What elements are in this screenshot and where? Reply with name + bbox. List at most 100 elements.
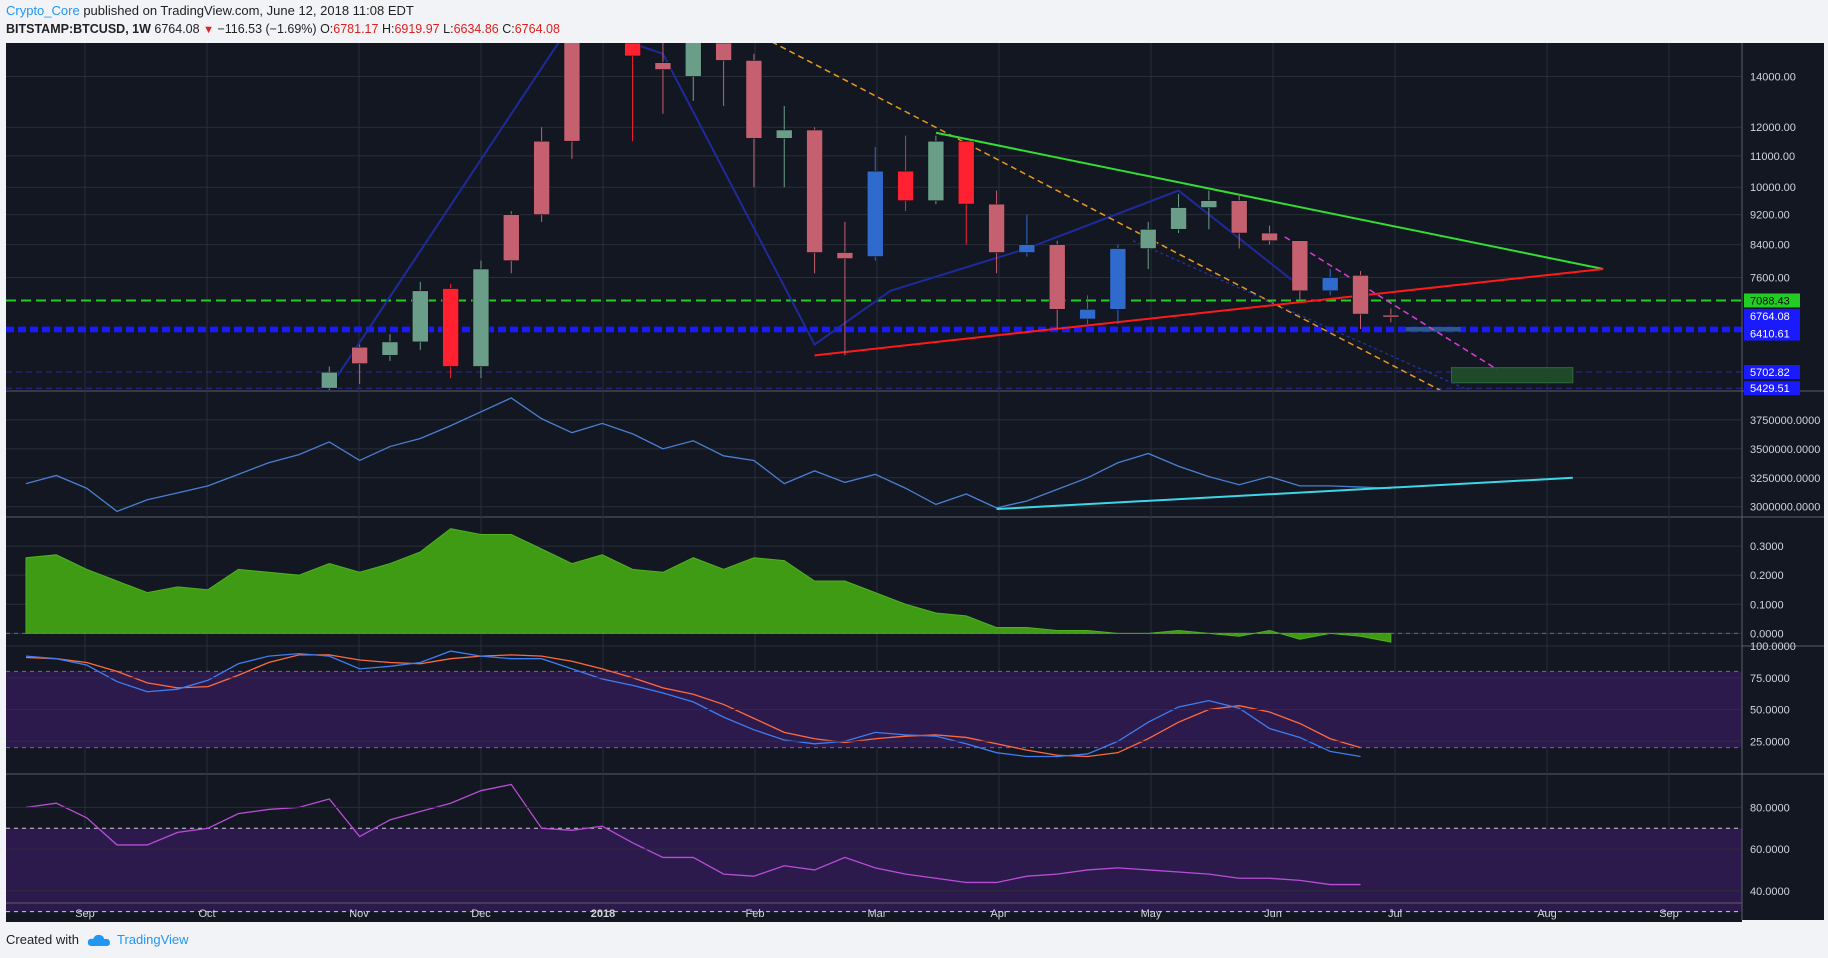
- high-label: H:: [381, 22, 395, 36]
- price-change: −116.53 (−1.69%): [217, 22, 317, 36]
- candle-body: [806, 129, 823, 253]
- candle-body: [897, 170, 914, 201]
- candle-body: [927, 140, 945, 201]
- rsi-zone: [6, 828, 1742, 912]
- candle-body: [988, 203, 1005, 253]
- candle-body: [533, 140, 550, 215]
- tradingview-cloud-icon: [87, 934, 110, 946]
- price-pane: [6, 43, 1742, 390]
- indicator-tick-label: 80.0000: [1750, 802, 1790, 814]
- indicator-tick-label: 3000000.0000: [1750, 502, 1820, 514]
- tradingview-link[interactable]: TradingView: [116, 932, 189, 947]
- close-label: C:: [502, 22, 515, 36]
- price-tick-label: 11000.00: [1750, 151, 1795, 163]
- time-tick-label: Mar: [868, 908, 887, 920]
- indicator-tick-label: 3250000.0000: [1750, 473, 1820, 485]
- candle-body: [1200, 200, 1218, 208]
- descending-trend-dashed: [1284, 236, 1498, 370]
- ohlc-legend: BITSTAMP:BTCUSD, 1W 6764.08 ▼ −116.53 (−…: [6, 22, 560, 36]
- indicator-tick-label: 3750000.0000: [1750, 415, 1820, 427]
- price-tick-label: 7600.00: [1750, 273, 1790, 285]
- candle-body: [715, 43, 732, 61]
- indicator-tick-label: 40.0000: [1750, 886, 1790, 898]
- indicator-tick-label: 75.0000: [1750, 673, 1790, 685]
- candle-body: [442, 288, 459, 367]
- indicator-tick-label: 0.1000: [1750, 599, 1784, 611]
- low-label: L:: [443, 22, 454, 36]
- descending-channel-line: [772, 43, 1442, 390]
- time-tick-label: Sep: [75, 908, 95, 920]
- price-tag-label: 5702.82: [1750, 367, 1790, 379]
- price-tick-label: 8400.00: [1750, 240, 1790, 252]
- last-price: 6764.08: [154, 22, 200, 36]
- open-value: 6781.17: [333, 22, 379, 36]
- ascending-trendline: [814, 267, 1604, 357]
- time-tick-label: Dec: [471, 908, 491, 920]
- low-value: 6634.86: [453, 22, 499, 36]
- down-triangle-icon: ▼: [203, 24, 214, 36]
- candle-body: [745, 60, 763, 139]
- candle-body: [1321, 277, 1339, 292]
- price-tick-label: 12000.00: [1750, 122, 1796, 134]
- candle-body: [411, 290, 429, 343]
- created-with-text: Created with: [6, 932, 79, 947]
- candle-body: [1170, 207, 1187, 230]
- target-zone-box: [1451, 367, 1574, 384]
- author-link[interactable]: Crypto_Core: [6, 3, 80, 18]
- candle-body: [1048, 244, 1066, 310]
- price-tick-label: 14000.00: [1750, 71, 1796, 83]
- time-tick-label: Sep: [1659, 908, 1679, 920]
- time-axis-background: [6, 920, 1742, 922]
- price-tick-label: 9200.00: [1750, 210, 1790, 222]
- candle-body: [1079, 309, 1096, 320]
- candle-body: [1382, 314, 1400, 318]
- price-tag: [1744, 293, 1800, 308]
- candle-body: [563, 43, 581, 142]
- candle-body: [1291, 240, 1309, 292]
- time-tick-label: 2018: [591, 908, 615, 920]
- time-tick-label: Aug: [1537, 908, 1557, 920]
- price-tag: [1744, 308, 1800, 323]
- stochastic-d-line: [25, 654, 1361, 758]
- indicator-tick-label: 100.0000: [1750, 641, 1796, 653]
- price-tag: [1744, 365, 1800, 380]
- indicator-tick-label: 0.3000: [1750, 541, 1784, 553]
- price-tag-label: 7088.43: [1750, 295, 1790, 307]
- price-tag-label: 6764.08: [1750, 311, 1790, 323]
- candle-body: [1261, 232, 1278, 242]
- footer: Created with TradingView: [6, 932, 189, 947]
- candle-body: [320, 371, 338, 389]
- obv-trendline: [996, 476, 1573, 511]
- symbol-label: BITSTAMP:BTCUSD, 1W: [6, 22, 151, 36]
- candle-body: [1139, 228, 1157, 249]
- candle-body: [775, 129, 793, 139]
- price-tag: [1744, 326, 1800, 341]
- candle-body: [351, 346, 368, 364]
- candle-body: [866, 170, 884, 257]
- time-tick-label: Jul: [1388, 908, 1402, 920]
- time-tick-label: Oct: [198, 908, 215, 920]
- descending-channel-lower-line: [1132, 240, 1470, 390]
- indicator-tick-label: 0.2000: [1750, 570, 1784, 582]
- indicator-tick-label: 60.0000: [1750, 844, 1790, 856]
- oscillator-pane: [6, 528, 1742, 643]
- indicator-tick-label: 25.0000: [1750, 736, 1790, 748]
- candle-body: [1352, 275, 1369, 315]
- obv-line: [25, 397, 1391, 513]
- stochastic-k-line: [25, 650, 1361, 758]
- price-tag: [1744, 381, 1800, 396]
- wave-line: [328, 43, 1301, 389]
- candle-body: [472, 268, 490, 367]
- time-tick-label: May: [1141, 908, 1162, 920]
- rsi-line: [25, 783, 1361, 886]
- price-tick-label: 10000.00: [1750, 182, 1796, 194]
- indicator-tick-label: 0.0000: [1750, 628, 1784, 640]
- candle-body: [654, 62, 672, 70]
- price-tag-label: 6410.61: [1750, 329, 1790, 341]
- indicator-tick-label: 50.0000: [1750, 705, 1790, 717]
- candle-body: [624, 43, 641, 57]
- published-text: published on TradingView.com, June 12, 2…: [83, 3, 414, 18]
- candle-body: [684, 43, 702, 77]
- candle-body: [1230, 200, 1248, 234]
